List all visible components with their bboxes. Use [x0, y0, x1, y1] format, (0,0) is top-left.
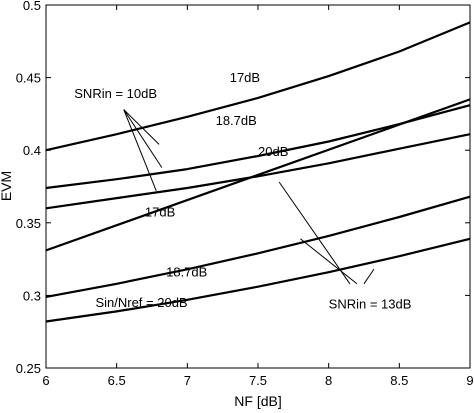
series-lines [45, 21, 471, 323]
series-line [45, 195, 471, 298]
annotation-label: Sin/Nref = 20dB [95, 295, 187, 310]
y-axis-label: EVM [0, 171, 14, 201]
series-line [45, 133, 471, 210]
x-tick-label: 7 [184, 373, 191, 388]
annotation-label: 20dB [258, 144, 288, 159]
y-tick-label: 0.4 [23, 143, 41, 158]
y-tick-label: 0.35 [16, 216, 41, 231]
annotation-label: SNRin = 10dB [74, 86, 157, 101]
leader-line [123, 109, 160, 145]
annotation-label: 18.7dB [166, 265, 207, 280]
leader-line [363, 268, 375, 285]
x-tick-label: 6 [42, 373, 49, 388]
leader-lines [123, 109, 375, 285]
annotation-labels: 17dB SNRin = 10dB 18.7dB 20dB 17dB 18.7dB Sin/… [74, 70, 411, 312]
x-tick-label: 8 [325, 373, 332, 388]
x-tick-label: 6.5 [108, 373, 126, 388]
annotation-label: 18.7dB [216, 113, 257, 128]
leader-line [278, 181, 351, 285]
leader-line [123, 109, 163, 168]
series-line [45, 237, 471, 323]
series-line [45, 21, 471, 152]
annotation-label: SNRin = 13dB [329, 296, 412, 311]
y-tick-label: 0.45 [16, 71, 41, 86]
plot-frame [45, 4, 471, 369]
y-tick-label: 0.3 [23, 288, 41, 303]
x-axis-label: NF [dB] [234, 393, 281, 409]
y-tick-label: 0.25 [16, 361, 41, 376]
series-line [45, 98, 471, 252]
y-tick-label: 0.5 [23, 0, 41, 13]
annotation-label: 17dB [145, 204, 175, 219]
plot-area [46, 5, 470, 368]
leader-line [123, 109, 157, 192]
leader-line [300, 238, 358, 285]
tick-labels: 6 6.5 7 7.5 8 8.5 9 0.25 0.3 0.35 0.4 0.45 0.5 [16, 0, 474, 388]
annotation-label: 17dB [230, 70, 260, 85]
x-tick-label: 7.5 [249, 373, 267, 388]
x-tick-label: 9 [466, 373, 473, 388]
x-tick-label: 8.5 [390, 373, 408, 388]
